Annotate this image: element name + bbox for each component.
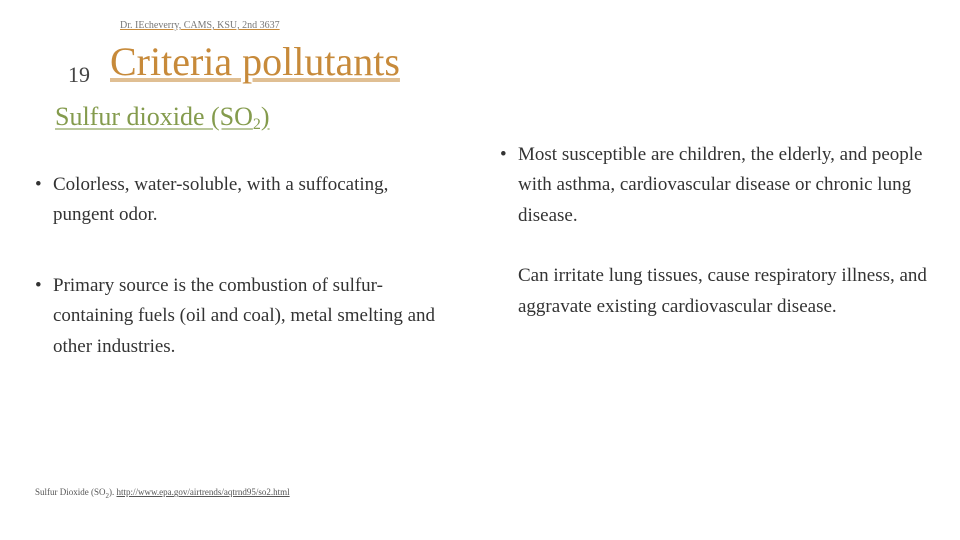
paragraph: Can irritate lung tissues, cause respira… <box>518 261 930 322</box>
bullet-dot-icon: • <box>35 271 53 362</box>
page-title: Criteria pollutants <box>110 38 400 85</box>
bullet-text: Colorless, water-soluble, with a suffoca… <box>53 170 440 231</box>
bullet-text: Most susceptible are children, the elder… <box>518 140 930 231</box>
bullet-item: • Most susceptible are children, the eld… <box>500 140 930 231</box>
footer-citation: Sulfur Dioxide (SO2). http://www.epa.gov… <box>35 487 290 500</box>
right-column: • Most susceptible are children, the eld… <box>500 140 930 322</box>
bullet-item: • Primary source is the combustion of su… <box>35 271 440 362</box>
subtitle: Sulfur dioxide (SO2) <box>55 102 270 132</box>
footer-label-suffix: ). <box>109 487 117 497</box>
subtitle-text-suffix: ) <box>261 102 270 131</box>
bullet-dot-icon: • <box>35 170 53 231</box>
footer-link[interactable]: http://www.epa.gov/airtrends/aqtrnd95/so… <box>117 487 290 497</box>
slide-number: 19 <box>68 62 90 88</box>
footer-label-prefix: Sulfur Dioxide (SO <box>35 487 106 497</box>
bullet-dot-icon: • <box>500 140 518 231</box>
subtitle-text-prefix: Sulfur dioxide (SO <box>55 102 253 131</box>
byline: Dr. IEcheverry, CAMS, KSU, 2nd 3637 <box>120 20 280 31</box>
bullet-text: Primary source is the combustion of sulf… <box>53 271 440 362</box>
bullet-item: • Colorless, water-soluble, with a suffo… <box>35 170 440 231</box>
subtitle-subscript: 2 <box>253 116 261 133</box>
slide: Dr. IEcheverry, CAMS, KSU, 2nd 3637 19 C… <box>0 0 960 540</box>
left-column: • Colorless, water-soluble, with a suffo… <box>35 170 440 402</box>
